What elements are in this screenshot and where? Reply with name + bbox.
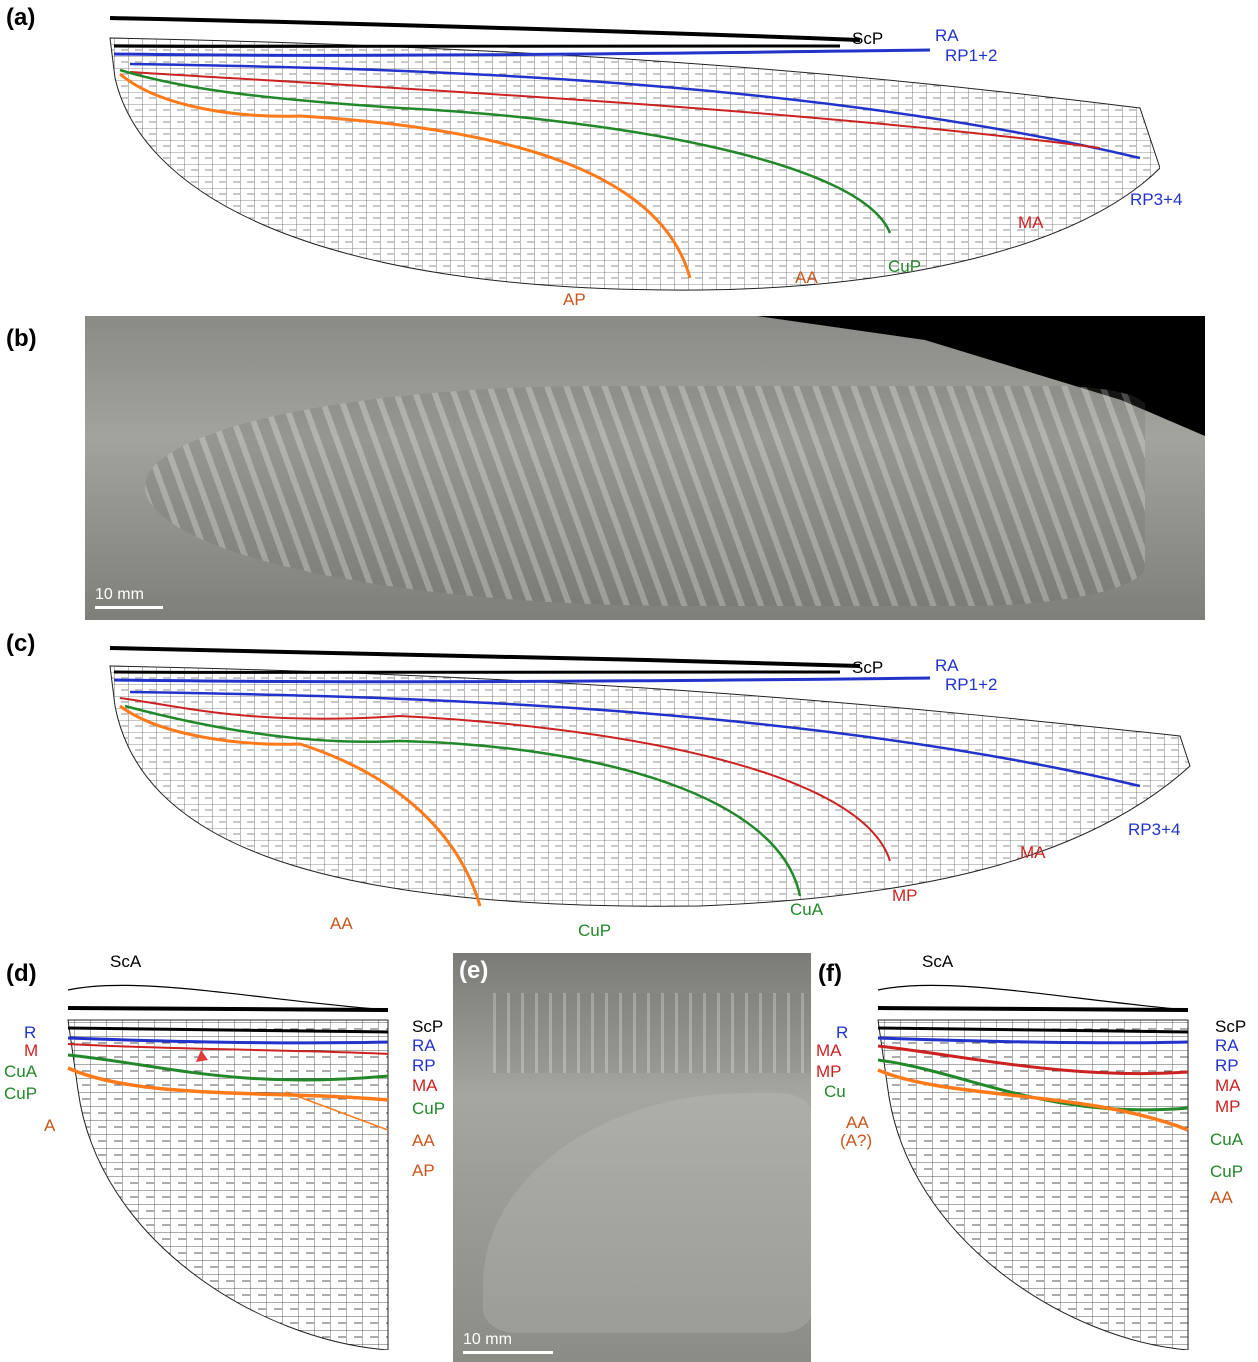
label-cup-right: CuP bbox=[412, 1099, 446, 1118]
wing-drawing-f bbox=[877, 984, 1189, 1350]
aa-vein bbox=[119, 72, 692, 279]
label-r: R bbox=[836, 1023, 849, 1042]
label-sca: ScA bbox=[922, 952, 954, 971]
label-aa: AA bbox=[412, 1131, 435, 1150]
label-mp-right: MP bbox=[1215, 1097, 1241, 1116]
label-rp34: RP3+4 bbox=[1130, 190, 1183, 209]
label-ma: MA bbox=[816, 1041, 842, 1060]
label-aa-right: AA bbox=[1210, 1188, 1233, 1207]
label-aa: AA bbox=[330, 914, 353, 933]
panel-label-d: (d) bbox=[6, 960, 37, 987]
rp-vein bbox=[129, 62, 1141, 160]
panel-label-b: (b) bbox=[6, 325, 37, 352]
label-ra: RA bbox=[412, 1036, 436, 1055]
fossil-photo-b: 10 mm bbox=[85, 316, 1205, 620]
label-sca: ScA bbox=[110, 952, 142, 971]
ma-vein bbox=[129, 71, 1101, 149]
label-ma: MA bbox=[1020, 843, 1046, 862]
label-ra: RA bbox=[935, 656, 959, 675]
label-ra: RA bbox=[1215, 1036, 1239, 1055]
label-ap: AP bbox=[412, 1161, 435, 1180]
label-rp12: RP1+2 bbox=[945, 675, 998, 694]
wing-outline bbox=[109, 37, 1160, 291]
label-ra: RA bbox=[935, 26, 959, 45]
label-scp: ScP bbox=[852, 29, 884, 48]
label-rp: RP bbox=[1215, 1056, 1239, 1075]
fossil-photo-e: (e) 10 mm bbox=[453, 953, 811, 1362]
label-aa-question: (A?) bbox=[840, 1131, 873, 1150]
ra-vein bbox=[113, 48, 931, 57]
label-ma: MA bbox=[1018, 213, 1044, 232]
label-mp: MP bbox=[892, 886, 918, 905]
label-aa: AA bbox=[795, 268, 818, 287]
label-ma: MA bbox=[412, 1076, 438, 1095]
panel-label-e: (e) bbox=[459, 957, 489, 984]
label-a: A bbox=[44, 1116, 56, 1135]
label-rp12: RP1+2 bbox=[945, 46, 998, 65]
label-ma-right: MA bbox=[1215, 1076, 1241, 1095]
label-scp: ScP bbox=[412, 1017, 444, 1036]
panel-label-c: (c) bbox=[6, 630, 36, 657]
cu-vein bbox=[119, 68, 892, 234]
label-cup: CuP bbox=[578, 921, 612, 940]
label-mp: MP bbox=[816, 1062, 842, 1081]
label-scp: ScP bbox=[852, 658, 884, 677]
wing-drawing-d bbox=[67, 984, 389, 1350]
label-cup: CuP bbox=[888, 257, 922, 276]
label-cua: CuA bbox=[4, 1062, 38, 1081]
label-aa: AA bbox=[846, 1113, 869, 1132]
label-rp: RP bbox=[412, 1056, 436, 1075]
label-scp: ScP bbox=[1215, 1017, 1247, 1036]
label-cu: Cu bbox=[824, 1082, 846, 1101]
scale-bar-b: 10 mm bbox=[95, 586, 163, 609]
label-cua: CuA bbox=[1210, 1130, 1244, 1149]
wing-drawing-c bbox=[109, 646, 1191, 907]
label-m: M bbox=[24, 1041, 39, 1060]
label-ap: AP bbox=[563, 290, 586, 309]
costa-vein bbox=[109, 16, 861, 42]
wing-drawing-a bbox=[109, 16, 1160, 291]
panel-label-f: (f) bbox=[818, 960, 842, 987]
label-cup: CuP bbox=[4, 1084, 38, 1103]
scale-bar-e: 10 mm bbox=[463, 1331, 553, 1354]
label-r: R bbox=[24, 1023, 37, 1042]
panel-label-a: (a) bbox=[6, 4, 36, 31]
label-cua: CuA bbox=[790, 900, 824, 919]
label-rp34: RP3+4 bbox=[1128, 820, 1181, 839]
scp-vein bbox=[113, 43, 841, 49]
label-cup: CuP bbox=[1210, 1162, 1244, 1181]
